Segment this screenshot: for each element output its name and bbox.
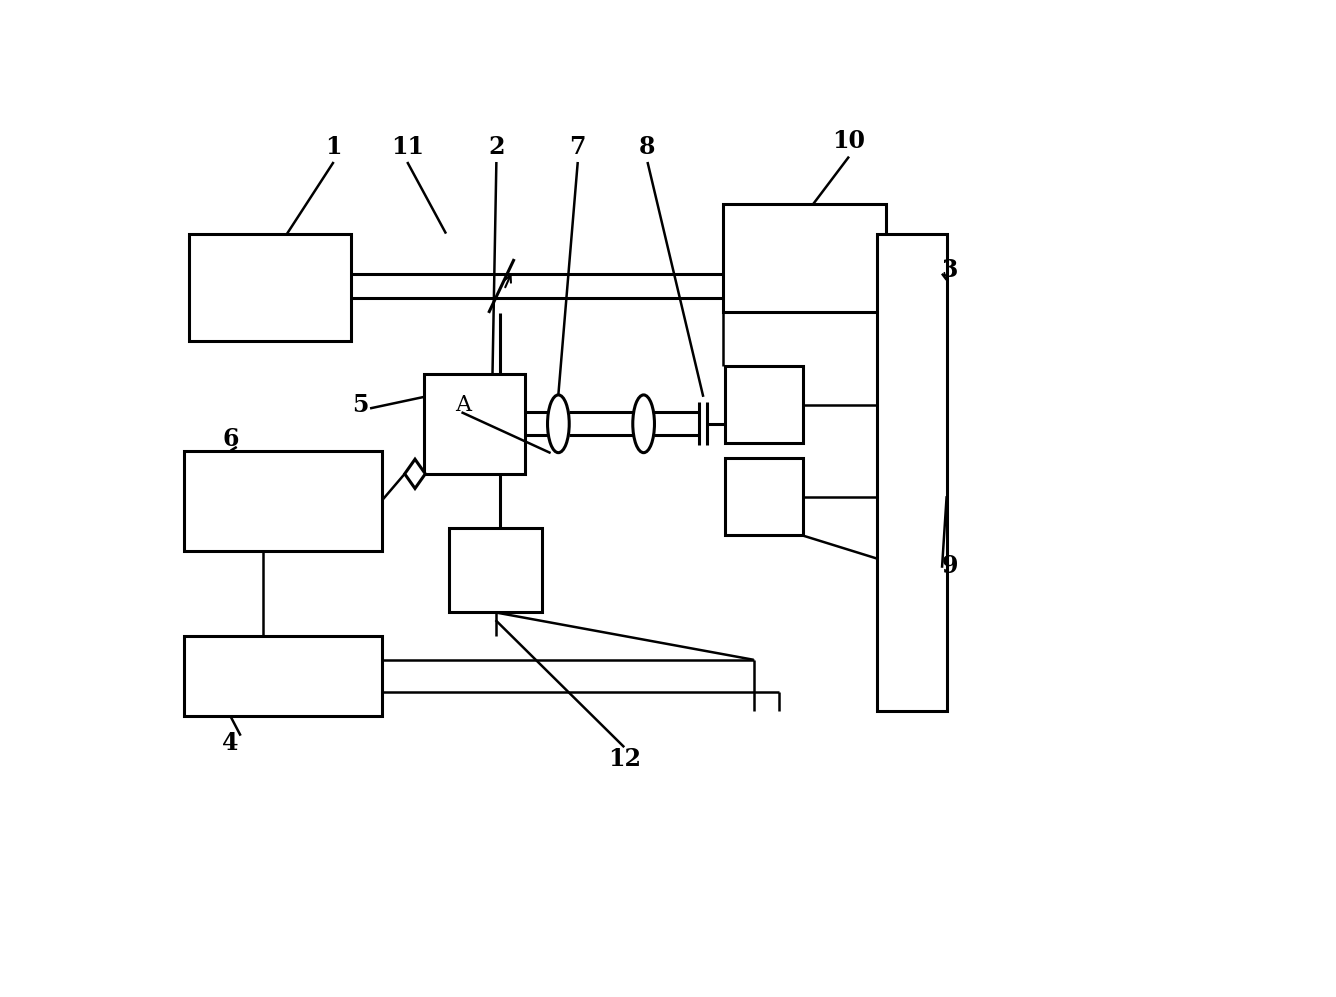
Text: 2: 2: [488, 135, 505, 159]
Bar: [876, 233, 947, 711]
Bar: [725, 366, 803, 443]
Text: 4: 4: [222, 732, 239, 756]
Text: 12: 12: [608, 747, 641, 771]
Text: 6: 6: [222, 427, 239, 452]
Polygon shape: [405, 460, 425, 489]
Text: 3: 3: [942, 258, 958, 282]
Bar: [425, 374, 525, 474]
Text: 10: 10: [832, 130, 866, 154]
Bar: [184, 635, 382, 717]
Text: 7: 7: [569, 135, 587, 159]
Text: A: A: [456, 394, 472, 416]
Ellipse shape: [633, 395, 655, 453]
Bar: [724, 204, 886, 312]
Bar: [725, 459, 803, 535]
Text: 1: 1: [326, 135, 342, 159]
Text: 9: 9: [942, 554, 958, 578]
Bar: [188, 233, 351, 341]
Text: 8: 8: [639, 135, 656, 159]
Ellipse shape: [548, 395, 569, 453]
Text: 5: 5: [353, 393, 369, 417]
Bar: [184, 451, 382, 550]
Text: 11: 11: [390, 135, 424, 159]
Bar: [449, 527, 542, 612]
